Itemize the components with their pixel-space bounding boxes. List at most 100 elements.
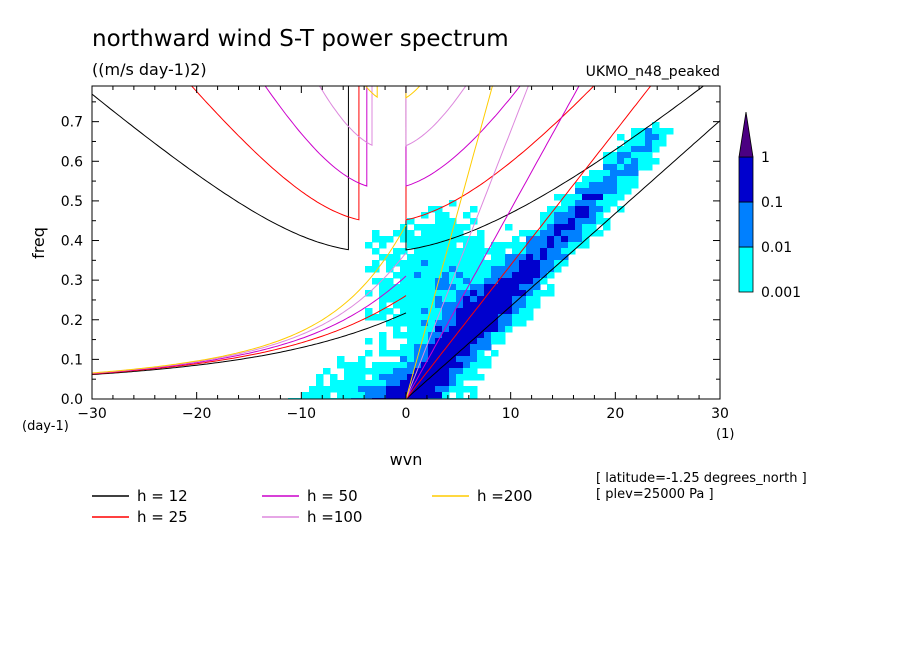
heat-cell: [449, 314, 457, 321]
heat-cell: [442, 308, 450, 315]
heat-cell: [323, 386, 331, 393]
heat-cell: [526, 284, 534, 291]
heat-cell: [575, 236, 583, 243]
heat-cell: [484, 356, 492, 363]
heat-cell: [456, 272, 464, 279]
legend-label: h = 25: [137, 508, 188, 526]
heat-cell: [365, 350, 373, 357]
heat-cell: [449, 362, 457, 369]
heat-cell: [344, 380, 352, 387]
heat-cell: [617, 134, 625, 141]
heat-cell: [533, 260, 541, 267]
colorbar-label: 0.001: [761, 285, 801, 301]
chart-title: northward wind S-T power spectrum: [92, 26, 509, 52]
kelvin-wave-curve: [405, 86, 580, 399]
heat-cell: [554, 254, 562, 261]
heat-cell: [540, 236, 548, 243]
heat-cell: [421, 356, 429, 363]
heat-cell: [652, 128, 660, 135]
heat-cell: [540, 260, 548, 267]
heat-cell: [533, 272, 541, 279]
heat-cell: [645, 128, 653, 135]
heat-cell: [631, 182, 639, 189]
heat-cell: [477, 326, 485, 333]
heat-cell: [582, 218, 590, 225]
heat-cell: [351, 380, 359, 387]
x-axis-label: wvn: [390, 450, 423, 469]
heat-cell: [379, 392, 387, 399]
heat-cell: [456, 290, 464, 297]
heat-cell: [491, 308, 499, 315]
heat-cell: [582, 194, 590, 201]
heat-cell: [540, 248, 548, 255]
heat-cell: [575, 206, 583, 213]
heat-cell: [428, 386, 436, 393]
heat-cell: [610, 164, 618, 171]
heat-cell: [582, 200, 590, 207]
heat-cell: [505, 302, 513, 309]
heat-cell: [582, 242, 590, 249]
heat-cell: [491, 260, 499, 267]
heat-cell: [484, 278, 492, 285]
heat-cell: [421, 266, 429, 273]
heat-cell: [533, 230, 541, 237]
heat-cell: [575, 230, 583, 237]
heat-cell: [547, 224, 555, 231]
heat-cell: [428, 326, 436, 333]
heat-cell: [526, 254, 534, 261]
heat-cell: [659, 128, 667, 135]
heat-cell: [379, 368, 387, 375]
heat-cell: [561, 236, 569, 243]
heat-cell: [400, 392, 408, 399]
heat-cell: [554, 212, 562, 219]
heat-cell: [407, 242, 415, 249]
colorbar-label: 1: [761, 150, 770, 166]
x-tick-label: 10: [502, 406, 520, 422]
heat-cell: [316, 380, 324, 387]
heat-cell: [358, 362, 366, 369]
heat-cell: [484, 284, 492, 291]
heat-cell: [568, 194, 576, 201]
heat-cell: [463, 266, 471, 273]
dispersion-curve-200: [92, 86, 493, 399]
heat-cell: [589, 188, 597, 195]
heat-cell: [442, 212, 450, 219]
heat-cell: [428, 314, 436, 321]
heat-cell: [372, 230, 380, 237]
heat-cell: [407, 356, 415, 363]
heat-cell: [400, 380, 408, 387]
y-tick-label: 0.5: [61, 194, 83, 210]
heat-cell: [582, 230, 590, 237]
heat-cell: [449, 350, 457, 357]
heat-cell: [470, 374, 478, 381]
y-tick-label: 0.2: [61, 313, 83, 329]
heat-cell: [428, 248, 436, 255]
heat-cell: [596, 170, 604, 177]
heat-cell: [526, 308, 534, 315]
heat-cell: [435, 272, 443, 279]
heat-cell: [351, 362, 359, 369]
heat-cell: [470, 368, 478, 375]
heat-cell: [407, 344, 415, 351]
heat-cell: [512, 320, 520, 327]
heat-cell: [428, 224, 436, 231]
heat-cell: [484, 332, 492, 339]
heat-cell: [547, 248, 555, 255]
heat-cell: [435, 266, 443, 273]
heat-cell: [435, 212, 443, 219]
heat-cell: [386, 284, 394, 291]
heat-cell: [568, 224, 576, 231]
heat-cell: [470, 272, 478, 279]
heat-cell: [456, 284, 464, 291]
heat-cell: [428, 344, 436, 351]
heat-cell: [477, 236, 485, 243]
heat-cell: [302, 392, 310, 399]
heat-cell: [526, 278, 534, 285]
heat-cell: [414, 308, 422, 315]
heat-cell: [407, 266, 415, 273]
heat-cell: [610, 194, 618, 201]
heat-cell: [414, 320, 422, 327]
heat-cell: [449, 386, 457, 393]
heat-cell: [386, 386, 394, 393]
y-tick-label: 0.7: [61, 115, 83, 131]
